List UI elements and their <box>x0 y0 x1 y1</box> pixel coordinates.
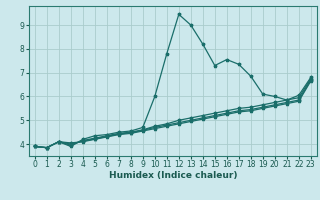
X-axis label: Humidex (Indice chaleur): Humidex (Indice chaleur) <box>108 171 237 180</box>
